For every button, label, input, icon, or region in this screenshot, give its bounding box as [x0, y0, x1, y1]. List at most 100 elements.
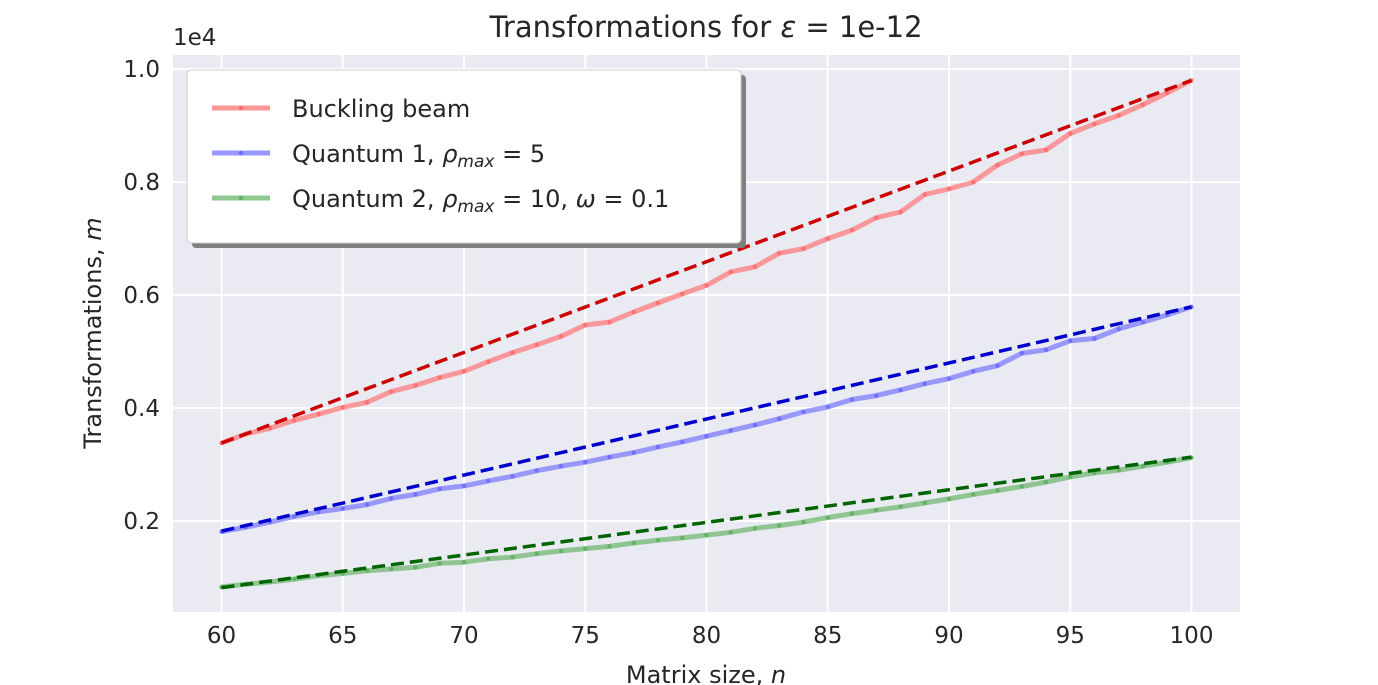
data-point — [704, 532, 709, 538]
data-point — [655, 300, 661, 306]
data-point — [1043, 347, 1049, 353]
data-point — [922, 381, 927, 386]
data-point — [874, 508, 879, 513]
fit-line-2 — [221, 455, 1192, 590]
data-point — [1043, 479, 1049, 485]
data-point — [389, 566, 394, 572]
data-point — [680, 291, 685, 297]
data-point — [849, 511, 855, 516]
data-point — [825, 236, 830, 241]
x-tick-label: 75 — [571, 623, 600, 649]
data-point — [534, 342, 539, 347]
data-point — [1116, 113, 1121, 118]
data-point — [995, 162, 1000, 168]
y-tick-label: 0.6 — [123, 283, 160, 309]
data-point — [583, 460, 588, 465]
data-point — [413, 565, 418, 570]
data-point — [825, 404, 830, 410]
y-tick-label: 0.4 — [123, 396, 160, 422]
data-point — [874, 215, 879, 220]
data-point — [1019, 351, 1024, 356]
data-point — [1043, 147, 1049, 153]
data-point — [971, 179, 976, 185]
fit-line-0 — [220, 78, 1193, 445]
data-point — [534, 468, 539, 473]
data-point — [1092, 121, 1097, 127]
data-point — [971, 369, 976, 374]
legend-marker — [238, 105, 244, 111]
data-point — [777, 416, 782, 421]
data-point — [413, 383, 418, 388]
x-axis-ticks: 60 65 70 75 80 85 90 95 100 — [207, 623, 1214, 649]
x-tick-label: 95 — [1056, 623, 1085, 649]
data-point — [631, 540, 636, 546]
data-point — [874, 393, 879, 398]
data-point — [510, 554, 515, 560]
legend-box — [186, 69, 742, 244]
data-point — [898, 209, 903, 215]
x-tick-label: 90 — [934, 623, 963, 649]
data-point — [486, 556, 491, 561]
data-point — [437, 375, 442, 380]
data-point — [898, 387, 903, 393]
data-point — [461, 559, 467, 565]
data-point — [946, 186, 952, 192]
x-tick-label: 70 — [449, 623, 478, 649]
data-point — [1068, 131, 1073, 136]
data-point — [292, 418, 297, 423]
data-point — [389, 389, 394, 394]
y-tick-label: 1.0 — [123, 57, 160, 83]
data-point — [486, 478, 491, 484]
data-point — [801, 246, 806, 251]
data-point — [946, 496, 952, 502]
data-point — [704, 434, 709, 439]
y-axis-ticks: 0.2 0.4 0.6 0.8 1.0 — [123, 57, 160, 535]
data-point — [704, 283, 709, 288]
data-point — [583, 322, 588, 328]
data-point — [777, 523, 782, 528]
data-point — [752, 422, 758, 428]
data-point — [922, 192, 927, 197]
data-point — [1140, 319, 1146, 325]
data-point — [1068, 474, 1073, 480]
data-point — [655, 537, 661, 543]
data-point — [1092, 336, 1097, 341]
data-point — [607, 319, 612, 325]
data-point — [1140, 102, 1146, 107]
data-point — [728, 530, 733, 535]
data-point — [1140, 463, 1146, 469]
data-point — [292, 576, 297, 582]
data-point — [971, 492, 976, 497]
x-tick-label: 80 — [692, 623, 721, 649]
data-point — [1116, 326, 1121, 332]
data-point — [583, 546, 588, 551]
data-point — [922, 500, 927, 506]
legend-label: Quantum 1, ρmax = 5 — [292, 140, 545, 172]
data-point — [1068, 338, 1073, 343]
data-point — [558, 548, 564, 554]
data-point — [510, 474, 515, 479]
data-point — [486, 359, 491, 364]
series-layer — [219, 78, 1194, 590]
y-tick-label: 0.2 — [123, 509, 160, 535]
data-point — [389, 496, 394, 501]
data-point — [995, 363, 1000, 368]
x-tick-label: 60 — [207, 623, 236, 649]
data-point — [898, 504, 903, 510]
legend-marker — [238, 195, 244, 201]
data-point — [607, 544, 612, 549]
data-point — [1019, 484, 1024, 489]
data-point — [364, 502, 370, 507]
data-point — [1116, 467, 1121, 473]
data-point — [316, 412, 321, 417]
data-point — [777, 251, 782, 256]
data-point — [801, 409, 806, 415]
data-point — [849, 397, 855, 402]
data-point — [267, 426, 273, 431]
y-offset-label: 1e4 — [173, 25, 216, 51]
data-point — [437, 561, 442, 566]
chart-title: Transformations for ε = 1e-12 — [488, 10, 922, 44]
data-point — [340, 506, 345, 511]
data-point — [946, 376, 952, 381]
y-tick-label: 0.8 — [123, 170, 160, 196]
